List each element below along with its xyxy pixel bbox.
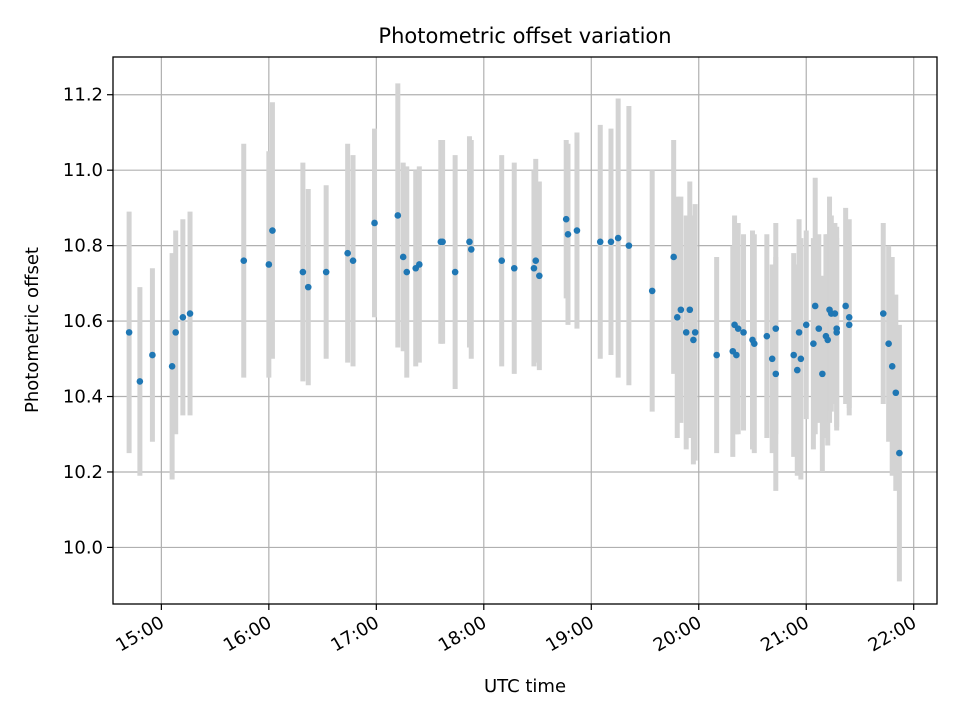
data-point bbox=[265, 261, 273, 268]
data-point bbox=[648, 287, 656, 295]
y-tick-label: 11.0 bbox=[63, 160, 103, 181]
data-point bbox=[734, 325, 742, 332]
data-point bbox=[772, 325, 780, 332]
data-point bbox=[750, 340, 758, 348]
x-axis-title: UTC time bbox=[484, 676, 566, 697]
data-point bbox=[797, 355, 805, 363]
data-point bbox=[240, 257, 248, 265]
data-point bbox=[691, 329, 699, 336]
data-point bbox=[416, 261, 423, 268]
x-tick-label: 22:00 bbox=[865, 612, 920, 656]
data-point bbox=[399, 253, 407, 261]
data-point bbox=[136, 378, 144, 385]
x-tick-label: 15:00 bbox=[112, 612, 167, 656]
data-point bbox=[394, 212, 402, 219]
data-point bbox=[733, 351, 740, 359]
plot-frame bbox=[112, 56, 938, 605]
data-point bbox=[842, 302, 849, 310]
errorbar-layer bbox=[126, 83, 902, 582]
data-point bbox=[510, 264, 518, 272]
data-point bbox=[896, 449, 903, 457]
data-point bbox=[304, 283, 312, 291]
data-point bbox=[607, 238, 615, 246]
data-point bbox=[179, 313, 187, 321]
data-point bbox=[845, 313, 853, 321]
y-tick-label: 10.6 bbox=[63, 311, 103, 332]
data-point bbox=[269, 227, 276, 234]
data-point bbox=[299, 268, 307, 276]
data-point bbox=[625, 242, 633, 249]
data-point bbox=[772, 370, 780, 378]
data-point bbox=[795, 329, 803, 336]
data-point bbox=[344, 249, 351, 257]
data-point bbox=[673, 313, 681, 321]
data-point bbox=[810, 340, 817, 348]
data-point bbox=[172, 329, 179, 336]
data-point bbox=[815, 325, 823, 332]
data-point bbox=[831, 310, 839, 317]
point-layer bbox=[125, 212, 903, 457]
data-point bbox=[532, 257, 540, 265]
data-point bbox=[466, 238, 473, 246]
data-point bbox=[885, 340, 892, 348]
data-point bbox=[371, 219, 378, 227]
data-point bbox=[768, 355, 776, 363]
data-point bbox=[562, 215, 570, 223]
data-point bbox=[125, 329, 133, 336]
data-point bbox=[833, 325, 840, 332]
y-tick-label: 11.2 bbox=[63, 85, 103, 106]
data-point bbox=[168, 363, 176, 370]
data-point bbox=[530, 264, 538, 272]
y-tick-label: 10.4 bbox=[63, 387, 103, 408]
data-point bbox=[439, 238, 446, 246]
data-point bbox=[879, 310, 887, 317]
data-point bbox=[819, 370, 826, 378]
x-tick-label: 16:00 bbox=[220, 612, 275, 656]
data-point bbox=[690, 336, 697, 344]
data-point bbox=[811, 302, 819, 310]
y-tick-label: 10.0 bbox=[63, 537, 103, 558]
y-tick-label: 10.2 bbox=[63, 462, 103, 483]
data-point bbox=[451, 268, 459, 276]
data-point bbox=[596, 238, 604, 246]
data-point bbox=[670, 253, 677, 261]
data-point bbox=[740, 329, 747, 336]
data-point bbox=[467, 246, 475, 253]
x-tick-label: 20:00 bbox=[650, 612, 705, 656]
data-point bbox=[793, 366, 801, 374]
data-point bbox=[498, 257, 506, 265]
data-point bbox=[614, 234, 622, 242]
data-point bbox=[536, 272, 543, 280]
data-point bbox=[186, 310, 194, 317]
data-point bbox=[790, 351, 797, 359]
data-point bbox=[322, 268, 330, 276]
data-point bbox=[686, 306, 694, 314]
data-point bbox=[573, 227, 581, 234]
x-tick-label: 17:00 bbox=[327, 612, 382, 656]
data-point bbox=[564, 231, 572, 238]
data-point bbox=[713, 351, 720, 359]
x-tick-label: 19:00 bbox=[542, 612, 597, 656]
y-axis-title: Photometric offset bbox=[22, 247, 43, 413]
data-point bbox=[763, 332, 771, 340]
x-tick-label: 18:00 bbox=[435, 612, 490, 656]
data-point bbox=[349, 257, 357, 265]
data-point bbox=[802, 321, 810, 329]
data-point bbox=[682, 329, 690, 336]
data-point bbox=[892, 389, 900, 397]
data-point bbox=[845, 321, 853, 329]
data-point bbox=[403, 268, 411, 276]
chart-title: Photometric offset variation bbox=[378, 24, 671, 48]
data-point bbox=[677, 306, 685, 314]
x-tick-label: 21:00 bbox=[757, 612, 812, 656]
y-tick-label: 10.8 bbox=[63, 236, 103, 257]
data-point bbox=[888, 363, 896, 370]
data-point bbox=[824, 336, 832, 344]
data-point bbox=[149, 351, 156, 359]
